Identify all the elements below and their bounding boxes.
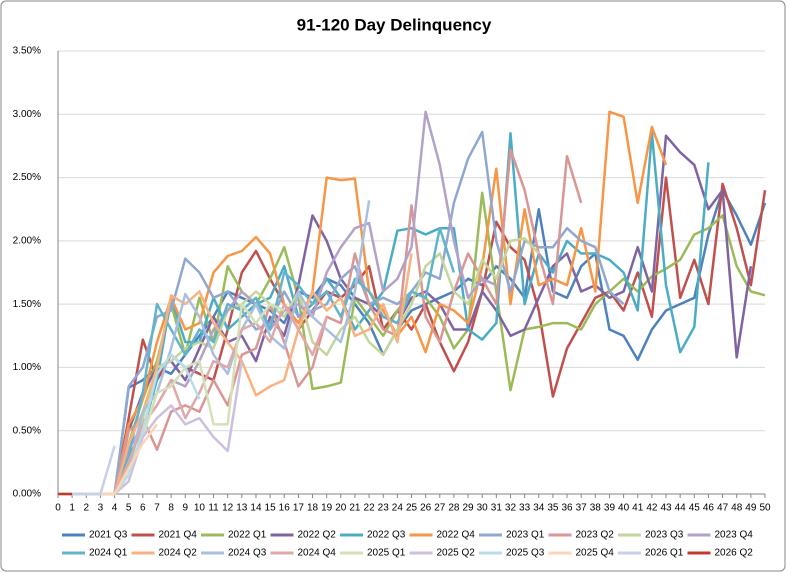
x-tick-label: 0: [55, 503, 61, 514]
x-tick-label: 20: [335, 503, 347, 514]
x-tick-label: 21: [349, 503, 361, 514]
x-tick-label: 46: [703, 503, 715, 514]
y-tick-label: 1.50%: [13, 299, 41, 310]
legend-label: 2025 Q4: [576, 548, 615, 559]
x-tick-label: 36: [561, 503, 573, 514]
legend-label: 2025 Q2: [437, 548, 476, 559]
x-tick-label: 28: [448, 503, 460, 514]
legend-label: 2024 Q1: [89, 548, 128, 559]
x-tick-label: 24: [392, 503, 404, 514]
x-tick-label: 6: [140, 503, 146, 514]
legend-label: 2026 Q2: [715, 548, 754, 559]
legend-label: 2022 Q2: [298, 530, 337, 541]
x-tick-label: 38: [590, 503, 602, 514]
x-tick-label: 1: [69, 503, 75, 514]
x-tick-label: 42: [646, 503, 658, 514]
x-tick-label: 2: [83, 503, 89, 514]
series-line: [58, 110, 668, 496]
x-tick-label: 18: [307, 503, 319, 514]
legend-label: 2025 Q3: [506, 548, 545, 559]
legend-label: 2021 Q4: [159, 530, 198, 541]
x-tick-label: 41: [632, 503, 644, 514]
x-tick-label: 25: [406, 503, 418, 514]
x-tick-label: 15: [265, 503, 277, 514]
legend-label: 2024 Q4: [298, 548, 337, 559]
x-tick-label: 14: [250, 503, 262, 514]
x-tick-label: 30: [477, 503, 489, 514]
x-tick-label: 10: [194, 503, 206, 514]
x-tick-label: 22: [364, 503, 376, 514]
x-tick-label: 29: [462, 503, 474, 514]
legend-label: 2022 Q1: [228, 530, 267, 541]
legend-label: 2023 Q1: [506, 530, 545, 541]
x-tick-label: 39: [604, 503, 616, 514]
x-tick-label: 43: [660, 503, 672, 514]
y-tick-label: 2.50%: [13, 172, 41, 183]
chart-title: 91-120 Day Delinquency: [297, 15, 492, 34]
x-tick-label: 11: [208, 503, 219, 514]
x-tick-label: 34: [533, 503, 545, 514]
x-tick-label: 31: [491, 503, 503, 514]
legend-label: 2022 Q4: [437, 530, 476, 541]
legend-label: 2023 Q2: [576, 530, 615, 541]
legend-label: 2024 Q3: [228, 548, 267, 559]
x-tick-label: 40: [618, 503, 630, 514]
x-tick-label: 5: [126, 503, 132, 514]
legend-label: 2021 Q3: [89, 530, 128, 541]
x-tick-label: 17: [293, 503, 305, 514]
x-tick-label: 4: [112, 503, 118, 514]
x-tick-label: 7: [154, 503, 160, 514]
x-tick-label: 45: [689, 503, 701, 514]
legend-label: 2022 Q3: [367, 530, 406, 541]
legend-label: 2026 Q1: [645, 548, 684, 559]
x-tick-label: 48: [731, 503, 743, 514]
x-tick-label: 49: [745, 503, 757, 514]
x-tick-label: 32: [505, 503, 517, 514]
x-tick-label: 33: [519, 503, 531, 514]
y-tick-label: 2.00%: [13, 235, 41, 246]
y-tick-label: 0.50%: [13, 425, 41, 436]
x-tick-label: 26: [420, 503, 432, 514]
legend-label: 2023 Q3: [645, 530, 684, 541]
y-tick-label: 0.00%: [13, 489, 41, 500]
x-tick-label: 23: [378, 503, 390, 514]
x-tick-label: 13: [236, 503, 248, 514]
legend-label: 2025 Q1: [367, 548, 406, 559]
x-tick-label: 47: [717, 503, 729, 514]
y-tick-label: 3.00%: [13, 109, 41, 120]
x-tick-label: 19: [321, 503, 333, 514]
x-tick-label: 27: [434, 503, 446, 514]
x-tick-label: 50: [759, 503, 771, 514]
series-line: [58, 134, 753, 496]
x-tick-label: 9: [182, 503, 188, 514]
legend-label: 2023 Q4: [715, 530, 754, 541]
x-tick-label: 8: [168, 503, 174, 514]
y-tick-label: 3.50%: [13, 46, 41, 57]
x-tick-label: 35: [547, 503, 559, 514]
x-tick-label: 37: [576, 503, 588, 514]
x-tick-label: 12: [222, 503, 234, 514]
x-tick-label: 16: [279, 503, 291, 514]
legend-label: 2024 Q2: [159, 548, 198, 559]
y-tick-label: 1.00%: [13, 362, 41, 373]
x-tick-label: 44: [675, 503, 687, 514]
x-tick-label: 3: [98, 503, 104, 514]
